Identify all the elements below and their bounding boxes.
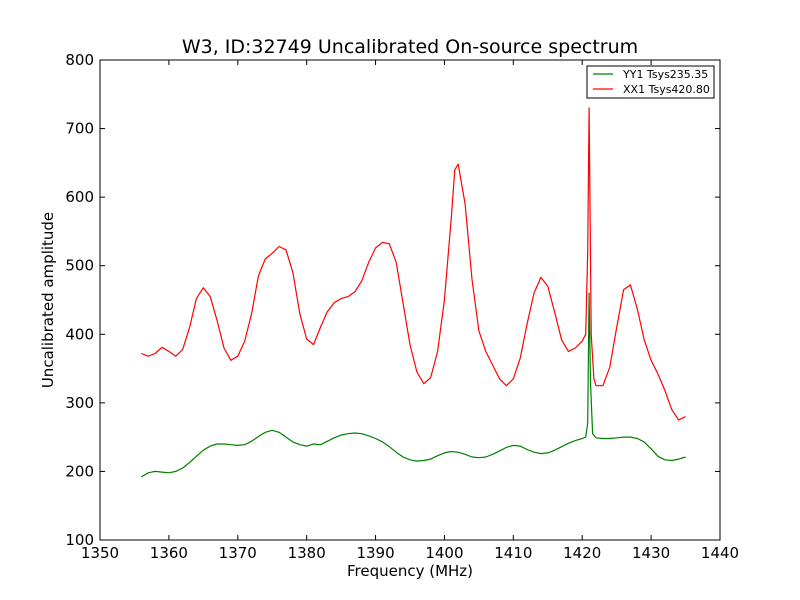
y-tick-label: 200 <box>65 462 94 480</box>
y-axis-label: Uncalibrated amplitude <box>39 212 57 388</box>
x-tick-label: 1400 <box>425 544 463 562</box>
legend: YY1 Tsys235.35 XX1 Tsys420.80 <box>586 65 715 99</box>
y-axis-ticks: 100 200 300 400 500 600 700 800 <box>65 51 720 549</box>
x-tick-label: 1370 <box>219 544 257 562</box>
y-tick-label: 400 <box>65 325 94 343</box>
y-tick-label: 100 <box>65 531 94 549</box>
y-tick-label: 800 <box>65 51 94 69</box>
series-line-yy1 <box>140 292 686 478</box>
x-tick-label: 1380 <box>288 544 326 562</box>
x-tick-label: 1350 <box>81 544 119 562</box>
x-tick-label: 1360 <box>150 544 188 562</box>
x-tick-label: 1420 <box>563 544 601 562</box>
x-axis-label: Frequency (MHz) <box>347 562 473 580</box>
series-line-xx1 <box>141 107 686 421</box>
legend-label-yy1: YY1 Tsys235.35 <box>622 68 708 81</box>
series-lines <box>140 107 686 478</box>
legend-label-xx1: XX1 Tsys420.80 <box>623 83 710 96</box>
legend-box <box>586 65 715 99</box>
x-tick-label: 1390 <box>356 544 394 562</box>
x-axis-ticks: 1350 1360 1370 1380 1390 1400 1410 1420 1430 1440 <box>81 60 739 562</box>
x-tick-label: 1440 <box>701 544 739 562</box>
chart-title: W3, ID:32749 Uncalibrated On-source spec… <box>182 36 638 58</box>
plot-area <box>100 60 720 540</box>
y-tick-label: 500 <box>65 257 94 275</box>
plot-frame <box>99 59 721 541</box>
y-tick-label: 700 <box>65 120 94 138</box>
x-tick-label: 1430 <box>632 544 670 562</box>
y-tick-label: 600 <box>65 188 94 206</box>
y-tick-label: 300 <box>65 394 94 412</box>
x-tick-label: 1410 <box>494 544 532 562</box>
